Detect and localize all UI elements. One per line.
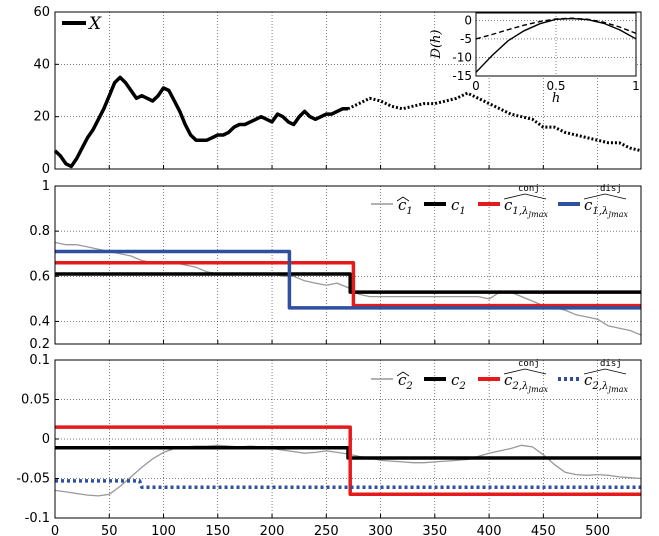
panel-top-frame [54,11,642,170]
x-tick-label: 400 [477,524,502,536]
legend-c2-hat-label: c2 [398,371,413,392]
panel-middle-frame [54,185,642,345]
y-tick-label: 40 [33,57,50,72]
panel-top: 0 20 40 60 X 0 0.5 1 0 -5 -10 -15 D(h) h [33,5,642,177]
y-tick-label: 0.05 [21,393,50,408]
y-tick-label: -0.1 [25,511,50,526]
series-line-c2 [55,445,641,460]
y-tick-label: 0.6 [29,269,50,284]
inset-y-tick-label: 0 [464,13,472,27]
legend-c1-hat-hat [396,196,410,202]
inset-x-tick-label: 0 [472,79,480,93]
legend-middle: c1 c1 c1,λJmax conj c1,λJmax disj [371,184,628,219]
inset-x-tick-label: 0.5 [546,79,565,93]
legend-c1-label: c1 [451,196,466,217]
legend-c1-conj: c1,λJmax conj [478,184,548,219]
x-tick-label: 200 [260,524,285,536]
series-line-c1-hat [54,241,642,336]
inset-x-tick-label: 1 [632,79,640,93]
x-tick-label: 350 [422,524,447,536]
legend-bottom: c2 c2 c2,λJmax conj c2,λJmax disj [371,359,628,394]
y-tick-label: 0.4 [29,314,50,329]
legend-c1-disj-sup: disj [600,184,622,194]
x-tick-label: 0 [51,524,59,536]
series-line-c1 [55,272,641,294]
panel-bottom-frame [54,359,642,519]
legend-c2-conj-label: c2,λJmax [504,371,548,394]
inset-series [475,17,637,73]
x-tick-label: 300 [368,524,393,536]
panel-bottom-ticks: -0.1 -0.05 0 0.05 0.1 0 50 100 150 200 250 300 350 40… [16,353,610,536]
legend-c1-conj-label: c1,λJmax [504,196,548,219]
legend-c2-conj-hat [503,368,547,375]
x-tick-label: 250 [314,524,339,536]
inset-y-tick-label: -5 [460,32,472,46]
panel-middle-grid [54,185,641,344]
legend-c1-conj-hat [503,193,547,200]
y-tick-label: -0.05 [16,472,50,487]
inset-d-of-h: 0 0.5 1 0 -5 -10 -15 D(h) h [429,12,640,106]
legend-c2-disj: c2,λJmax disj [558,359,628,394]
inset-ylabel: D(h) [429,30,444,60]
legend-c1-hat-label: c1 [398,196,413,217]
legend-c1-disj-hat [583,193,627,200]
legend-x-label: X [87,14,102,34]
legend-c1-hat: c1 [371,196,413,217]
series-line-c1-disj [55,249,641,310]
series-line-c2-disj [55,479,641,489]
inset-frame [475,12,637,77]
inset-y-tick-label: -10 [452,50,472,64]
legend-c2-conj: c2,λJmax conj [478,359,548,394]
y-tick-label: 20 [33,110,50,125]
inset-y-tick-label: -15 [452,69,472,83]
panel-middle-ticks: 0.4 0.6 0.8 1 0.2 [29,179,599,352]
y-tick-label: 0.2 [29,337,50,352]
panel-top-ticks: 0 20 40 60 [33,5,599,177]
y-tick-label: 0 [42,162,50,177]
panel-top-series [53,75,642,169]
x-tick-label: 50 [101,524,118,536]
legend-c2-disj-label: c2,λJmax [584,371,628,394]
panel-bottom: -0.1 -0.05 0 0.05 0.1 0 50 100 150 200 250 300 350 40… [16,353,642,536]
legend-c1-disj-label: c1,λJmax [584,196,628,219]
legend-c2: c2 [424,371,466,392]
y-tick-label: 60 [33,5,50,20]
legend-c1: c1 [424,196,466,217]
y-tick-label: 0.1 [29,353,50,368]
legend-c2-hat: c2 [371,371,413,392]
panel-middle: 0.4 0.6 0.8 1 0.2 c1 c1 c1,λJmax conj c1,λJm… [29,179,642,352]
legend-c2-disj-hat [583,368,627,375]
legend-c2-label: c2 [451,371,466,392]
inset-ticks: 0 0.5 1 0 -5 -10 -15 [452,13,639,93]
legend-c2-conj-sup: conj [518,359,540,369]
legend-c2-disj-sup: disj [600,359,622,369]
inset-series-dashed [475,17,637,40]
legend-x: X [62,14,102,34]
panel-middle-series [54,241,642,336]
x-tick-label: 500 [585,524,610,536]
y-tick-label: 1 [42,179,50,194]
x-tick-label: 100 [151,524,176,536]
series-line-c1-conj [55,260,641,308]
legend-c1-conj-sup: conj [518,184,540,194]
series-line-unnamed-1 [347,91,642,153]
x-tick-label: 150 [205,524,230,536]
panel-bottom-series [54,425,642,497]
x-tick-label: 450 [531,524,556,536]
legend-c2-hat-hat [396,371,410,377]
inset-xlabel: h [552,91,560,106]
y-tick-label: 0 [42,432,50,447]
series-line-c2-conj [55,425,641,497]
y-tick-label: 0.8 [29,224,50,239]
legend-c1-disj: c1,λJmax disj [558,184,628,219]
series-line-X [53,75,348,169]
